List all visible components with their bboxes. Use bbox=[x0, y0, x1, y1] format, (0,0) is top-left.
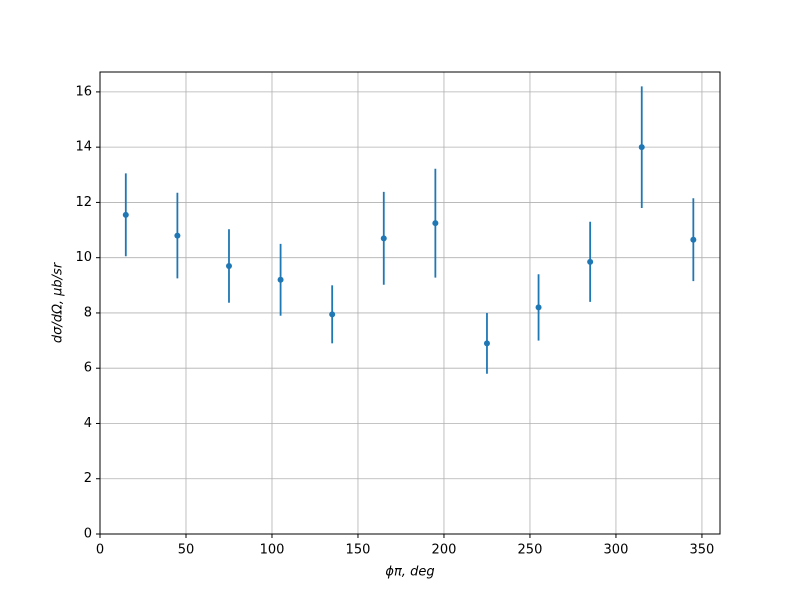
data-point bbox=[690, 236, 697, 243]
x-tick-label: 0 bbox=[96, 543, 104, 558]
data-point bbox=[432, 220, 439, 227]
x-tick-label: 100 bbox=[260, 543, 285, 558]
y-tick-label: 10 bbox=[75, 250, 92, 265]
data-point bbox=[535, 304, 542, 311]
data-point bbox=[380, 235, 387, 242]
x-tick-label: 200 bbox=[432, 543, 457, 558]
x-tick-label: 300 bbox=[604, 543, 629, 558]
data-point bbox=[277, 276, 284, 283]
y-axis-label: dσ/dΩ, μb/sr bbox=[51, 261, 66, 343]
x-tick-label: 250 bbox=[518, 543, 543, 558]
y-tick-label: 12 bbox=[75, 195, 92, 210]
data-point bbox=[483, 340, 490, 347]
data-point bbox=[638, 144, 645, 151]
data-point bbox=[122, 211, 129, 218]
y-tick-label: 2 bbox=[84, 471, 92, 486]
y-tick-label: 8 bbox=[84, 305, 92, 320]
data-point bbox=[587, 258, 594, 265]
data-point bbox=[329, 311, 336, 318]
data-point bbox=[225, 262, 232, 269]
x-tick-label: 350 bbox=[690, 543, 715, 558]
x-tick-label: 150 bbox=[346, 543, 371, 558]
plot-frame bbox=[99, 71, 721, 535]
y-tick-label: 0 bbox=[84, 527, 92, 542]
x-tick-label: 50 bbox=[178, 543, 195, 558]
y-tick-label: 16 bbox=[75, 84, 92, 99]
y-tick-label: 14 bbox=[75, 140, 92, 155]
x-axis-label: ϕπ, deg bbox=[385, 565, 434, 580]
y-tick-label: 6 bbox=[84, 361, 92, 376]
data-point bbox=[174, 232, 181, 239]
y-tick-label: 4 bbox=[84, 416, 92, 431]
